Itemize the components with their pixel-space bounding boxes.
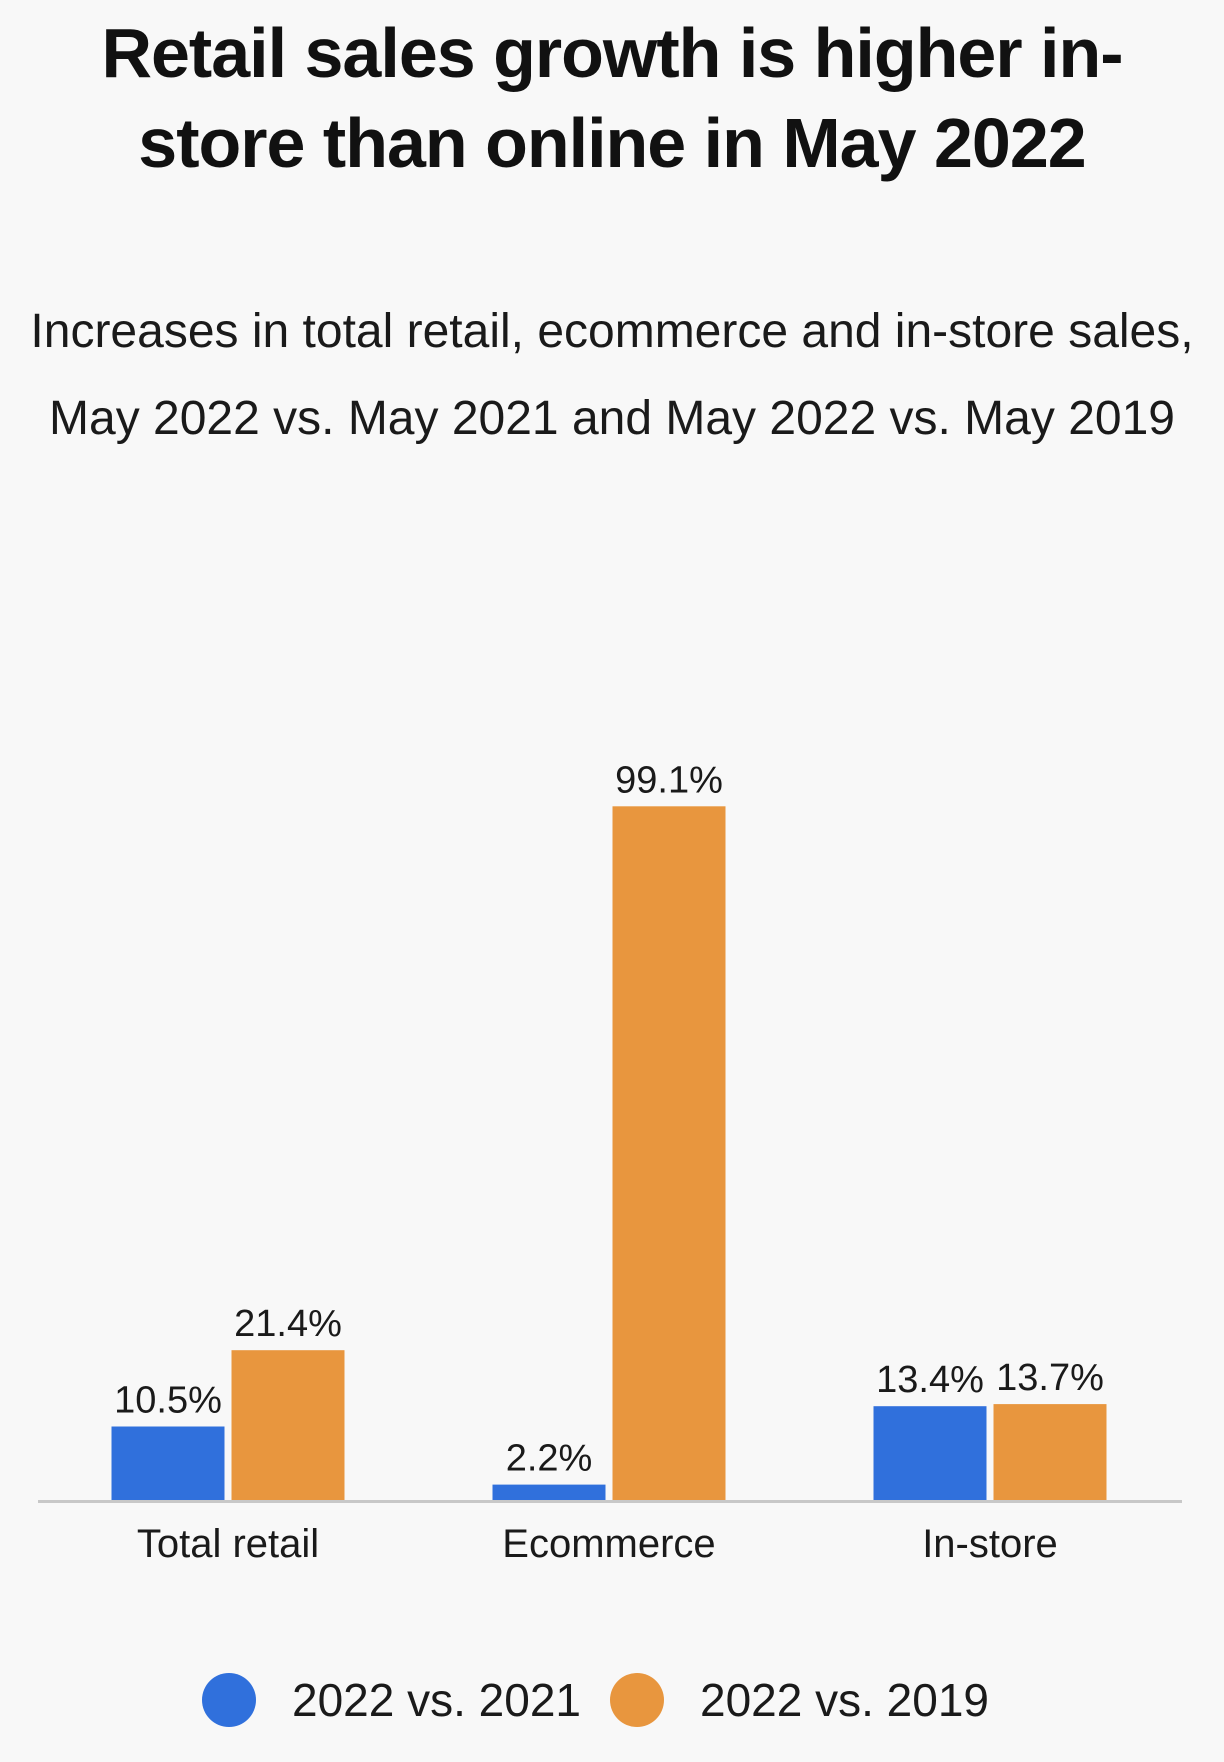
tick-label-ecommerce: Ecommerce (502, 1522, 715, 1566)
bar-ecommerce-2022-vs-2021 (492, 1484, 606, 1500)
bar-total-retail-2022-vs-2021 (111, 1426, 225, 1500)
legend: 2022 vs. 2021 2022 vs. 2019 (0, 1660, 1224, 1740)
legend-swatch-2022-vs-2019 (610, 1673, 664, 1727)
data-label-total-retail-2022-vs-2019: 21.4% (234, 1303, 342, 1345)
data-label-total-retail-2022-vs-2021: 10.5% (114, 1380, 222, 1422)
data-label-ecommerce-2022-vs-2019: 99.1% (615, 759, 723, 801)
bar-in-store-2022-vs-2021 (873, 1406, 987, 1500)
legend-label-2022-vs-2019: 2022 vs. 2019 (700, 1674, 990, 1726)
data-label-in-store-2022-vs-2019: 13.7% (996, 1357, 1104, 1399)
legend-label-2022-vs-2021: 2022 vs. 2021 (292, 1674, 582, 1726)
tick-label-total-retail: Total retail (137, 1522, 319, 1566)
tick-label-in-store: In-store (922, 1522, 1058, 1566)
chart-subtitle: Increases in total retail, ecommerce and… (30, 305, 1194, 445)
bar-chart: 10.5% 21.4% Total retail 2.2% 99.1% Ecommerce… (38, 759, 1182, 1566)
data-label-in-store-2022-vs-2021: 13.4% (876, 1359, 984, 1401)
chart-title: Retail sales growth is higher in-store t… (101, 14, 1123, 182)
bar-total-retail-2022-vs-2019 (231, 1350, 345, 1500)
bar-in-store-2022-vs-2019 (993, 1404, 1107, 1500)
bar-ecommerce-2022-vs-2019 (612, 806, 726, 1500)
legend-swatch-2022-vs-2021 (202, 1673, 256, 1727)
data-label-ecommerce-2022-vs-2021: 2.2% (506, 1438, 593, 1480)
